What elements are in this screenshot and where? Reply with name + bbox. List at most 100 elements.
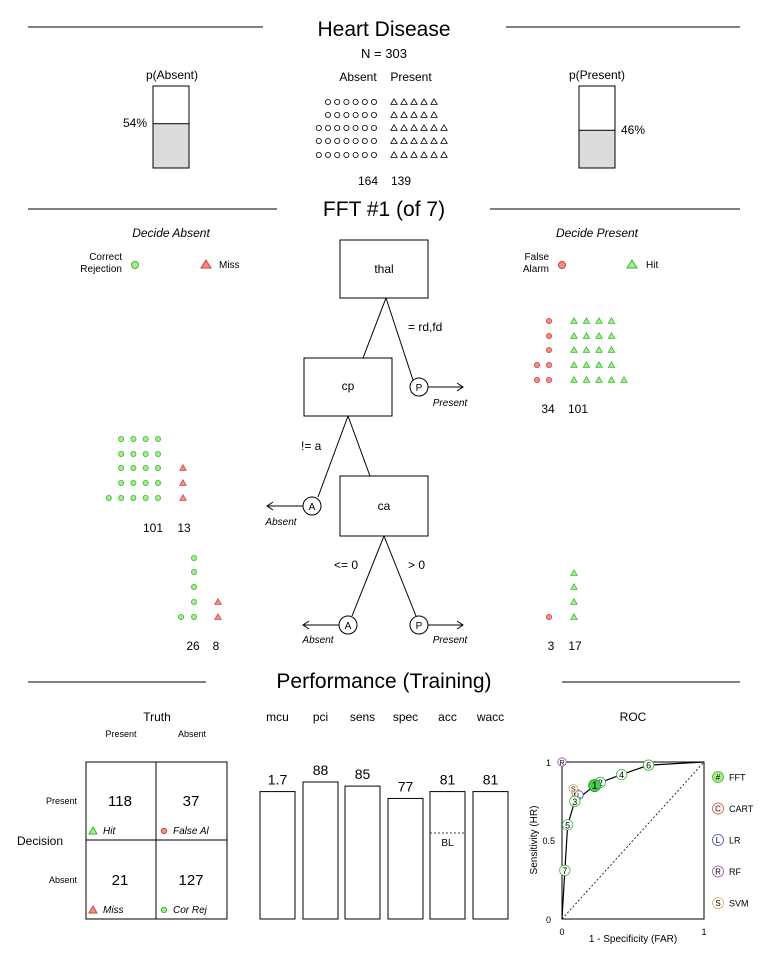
hit-icon	[570, 582, 578, 590]
correct-rejection-icon	[130, 494, 137, 501]
node-thal	[339, 239, 429, 299]
model-roc-letter: S	[571, 787, 576, 794]
absent-case-icon	[370, 125, 377, 132]
roc-legend-letter: S	[715, 899, 720, 908]
absent-case-icon	[315, 151, 322, 158]
roc-legend-letter: #	[716, 773, 721, 782]
edge-label-cp: != a	[301, 439, 322, 453]
present-case-icon	[430, 136, 438, 144]
hit-count: 118	[108, 793, 132, 810]
p-present-label: p(Present)	[569, 68, 625, 82]
hit-icon	[582, 360, 591, 368]
exit-absent-2-label: Absent	[264, 517, 297, 528]
roc-legend-label: SVM	[729, 899, 749, 909]
hit-icon	[88, 825, 98, 835]
bar-name: sens	[350, 710, 375, 724]
p-present-value: 46%	[621, 123, 645, 137]
model-roc-letter: L	[577, 793, 581, 800]
present-case-icon	[410, 136, 418, 144]
miss-icon	[214, 597, 222, 605]
present-case-icon	[420, 110, 428, 118]
roc-legend-label: LR	[729, 836, 741, 846]
present-case-icon	[400, 123, 408, 131]
level3-miss-count: 8	[213, 639, 220, 653]
node-cp	[303, 357, 393, 417]
absent-case-icon	[324, 151, 331, 158]
exit-present-3-letter: P	[416, 621, 423, 632]
roc-diagonal	[561, 761, 705, 920]
metric-bar	[302, 781, 339, 920]
correct-rejection-icon	[142, 435, 149, 442]
present-case-icon	[420, 136, 428, 144]
model-roc-point	[568, 784, 578, 794]
exit-absent-3-letter: A	[345, 621, 352, 632]
roc-legend-label: RF	[729, 867, 741, 877]
absent-case-icon	[370, 151, 377, 158]
node-ca	[339, 475, 429, 537]
hit-icon	[607, 375, 616, 383]
correct-rejection-icon	[118, 479, 125, 486]
present-case-icon	[390, 123, 398, 131]
decide-present-label: Decide Present	[556, 226, 639, 240]
miss-icon	[88, 904, 98, 914]
fft-roc-point	[588, 779, 602, 792]
fft-roc-point	[616, 768, 628, 781]
correct-rejection-icon	[105, 494, 112, 501]
present-case-icon	[400, 110, 408, 118]
hit-icon	[570, 375, 578, 383]
correct-rejection-icon	[142, 494, 149, 501]
correct-rejection-icon	[142, 464, 149, 471]
fft-roc-point	[569, 795, 581, 807]
roc-x-label: 1 - Specificity (FAR)	[589, 934, 677, 945]
correct-rejection-icon	[118, 450, 125, 457]
edge-thal-cp	[362, 297, 387, 359]
false-alarm-icon	[534, 376, 541, 383]
edge-ca-absent	[351, 535, 385, 617]
exit-present-1-arrowhead	[456, 382, 464, 392]
hit-icon	[570, 360, 578, 368]
exit-present-3-label: Present	[433, 635, 469, 646]
absent-case-icon	[334, 137, 341, 144]
legend-false-alarm-line1: False	[525, 252, 550, 263]
correct-rejection-icon	[154, 479, 161, 486]
bar-value: 81	[440, 772, 456, 788]
hit-icon	[607, 316, 616, 324]
hit-icon	[582, 316, 591, 324]
bar-value: 77	[398, 778, 414, 794]
roc-y-tick-05: 0.5	[542, 836, 555, 846]
correct-rejection-icon	[160, 906, 168, 914]
performance-title: Performance (Training)	[276, 670, 491, 693]
present-case-icon	[420, 97, 428, 105]
hit-icon	[570, 331, 578, 339]
exit-present-1-letter: P	[416, 383, 423, 394]
absent-case-icon	[352, 112, 359, 119]
correct-rejection-icon	[154, 450, 161, 457]
hit-icon	[582, 345, 591, 353]
absent-case-icon	[324, 125, 331, 132]
header-icon-array	[315, 97, 448, 158]
metric-bar	[472, 791, 509, 920]
bar-value: 85	[355, 766, 371, 782]
decide-absent-label: Decide Absent	[132, 226, 210, 240]
absent-case-icon	[324, 99, 331, 106]
level3-cr-count: 26	[186, 639, 200, 653]
absent-case-icon	[334, 99, 341, 106]
tree-title: FFT #1 (of 7)	[323, 198, 445, 221]
bar-value: 81	[483, 772, 499, 788]
level1-hit-count: 101	[568, 402, 588, 416]
false-alarm-cell-label: False Al	[173, 826, 210, 837]
absent-count: 164	[358, 174, 378, 188]
bar-name: pci	[313, 710, 328, 724]
correct-rejection-icon	[190, 569, 197, 576]
fft-roc-label: 6	[646, 761, 651, 771]
hit-legend-icon	[626, 259, 638, 269]
present-case-icon	[430, 123, 438, 131]
false-alarm-icon	[546, 376, 553, 383]
p-absent-label: p(Absent)	[146, 68, 198, 82]
roc-title: ROC	[620, 710, 647, 724]
correct-rejection-icon	[130, 479, 137, 486]
miss-cell-label: Miss	[103, 905, 124, 916]
n-label: N = 303	[361, 46, 407, 61]
tree-icon-arrays	[105, 316, 628, 621]
